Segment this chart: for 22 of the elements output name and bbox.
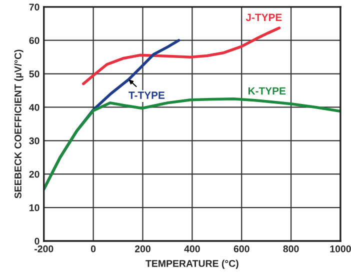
y-tick-label: 60 xyxy=(29,37,40,44)
y-axis-title: SEEBECK COEFFICIENT (µV/°C) xyxy=(14,50,24,198)
x-tick-label: 400 xyxy=(184,245,200,252)
y-tick-label: 70 xyxy=(29,4,40,11)
y-tick-label: 20 xyxy=(29,170,40,178)
y-tick-label: 10 xyxy=(30,204,40,212)
line-series xyxy=(82,26,281,86)
annotation: J-TYPE xyxy=(246,14,282,22)
annotation: K-TYPE xyxy=(248,87,286,94)
x-axis-title: TEMPERATURE (°C) xyxy=(146,260,238,269)
y-tick-label: 30 xyxy=(29,137,40,144)
x-tick-label: 0 xyxy=(90,245,96,252)
x-tick-label: 1000 xyxy=(330,245,351,252)
annotation: T-TYPE xyxy=(128,92,165,99)
x-tick-label: 200 xyxy=(134,245,150,252)
y-tick-label: 0 xyxy=(34,238,40,245)
x-tick-label: 800 xyxy=(283,245,299,252)
y-tick-label: 40 xyxy=(29,104,40,111)
y-tick-label: 50 xyxy=(29,70,40,78)
line-series xyxy=(44,97,340,191)
x-tick-label: -200 xyxy=(34,245,54,252)
x-tick-label: 600 xyxy=(234,245,250,252)
